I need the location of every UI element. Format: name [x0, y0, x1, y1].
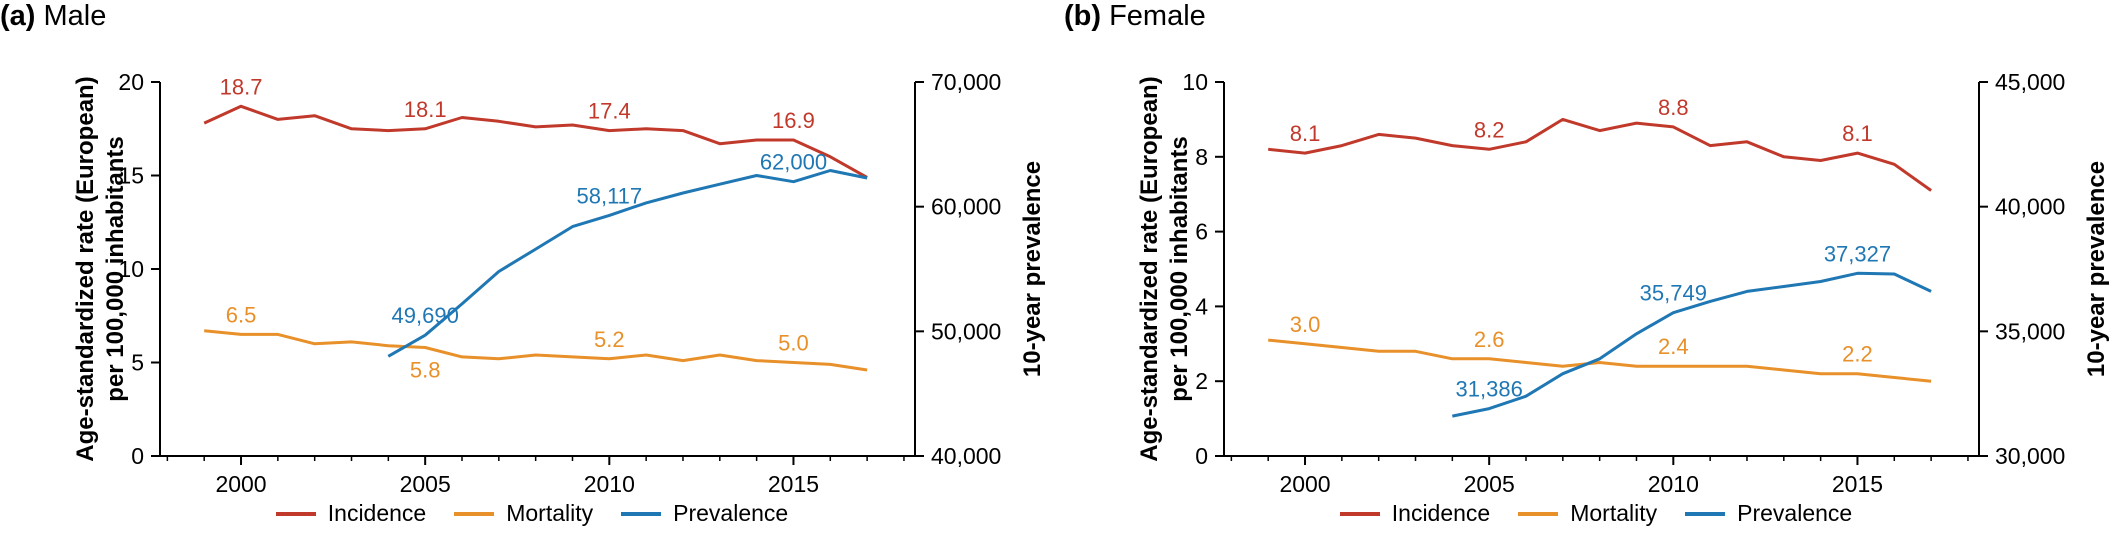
series-line-prevalence [1452, 271, 1932, 418]
legend-label: Mortality [506, 500, 594, 526]
y-axis-label: Age-standardized rate (European) per 100,… [1136, 76, 1193, 461]
y-axis-label-line: per 100,000 inhabitants [102, 136, 129, 401]
y-tick-label: 15 [118, 163, 144, 189]
y-tick-label: 6 [1195, 219, 1208, 245]
chart-male: 0 5 10 15 20 40,000 50,000 60,000 70,000 2000 2005… [72, 69, 1046, 497]
legend: Incidence Mortality Prevalence [0, 500, 1064, 527]
y-axis-label-line: Age-standardized rate (European) [1136, 76, 1163, 461]
legend-item-prevalence: Prevalence [1685, 500, 1852, 527]
y2-axis-label: 10-year prevalence [1019, 161, 1046, 377]
data-label: 8.1 [1842, 121, 1873, 146]
panel-tag: (b) [1064, 0, 1102, 32]
data-label: 2.6 [1474, 327, 1505, 352]
legend-label: Mortality [1570, 500, 1658, 526]
x-tick-label: 2005 [400, 471, 451, 497]
legend-label: Prevalence [1737, 500, 1853, 526]
data-label: 8.2 [1474, 117, 1505, 142]
y-axis-label: Age-standardized rate (European) per 100,… [72, 76, 129, 461]
y-tick-label: 10 [118, 256, 144, 282]
y2-tick-label: 60,000 [931, 194, 1001, 220]
data-label: 18.1 [404, 97, 447, 122]
y-axis-label-line: Age-standardized rate (European) [72, 76, 99, 461]
data-label: 2.4 [1658, 334, 1689, 359]
y-tick-label: 8 [1195, 144, 1208, 170]
legend-item-mortality: Mortality [454, 500, 593, 527]
x-tick-label: 2010 [584, 471, 635, 497]
data-label: 8.8 [1658, 95, 1689, 120]
legend-item-prevalence: Prevalence [621, 500, 788, 527]
data-label: 49,690 [392, 303, 459, 328]
y-tick-label: 0 [131, 443, 144, 469]
legend-label: Incidence [327, 500, 427, 526]
x-tick-label: 2000 [215, 471, 266, 497]
data-label: 5.0 [778, 331, 809, 356]
series-line-incidence [203, 104, 868, 179]
chart-female: 0 2 4 6 8 10 30,000 35,000 40,000 45,000 2000 2005 2… [1136, 69, 2110, 497]
panel-male: (a) Male 0 5 10 15 20 40,000 50,000 60,000 70,00… [0, 0, 1064, 527]
legend-label: Prevalence [673, 500, 789, 526]
x-tick-label: 2015 [1832, 471, 1883, 497]
y2-tick-label: 35,000 [1995, 318, 2065, 344]
legend-swatch-mortality [1518, 511, 1559, 516]
y2-tick-label: 40,000 [1995, 194, 2065, 220]
panel-title: (a) Male [0, 0, 106, 33]
data-label: 31,386 [1456, 377, 1523, 402]
y-tick-label: 0 [1195, 443, 1208, 469]
series-line-mortality [1268, 338, 1932, 383]
legend-label: Incidence [1391, 500, 1491, 526]
legend-swatch-prevalence [1685, 511, 1726, 516]
legend-item-incidence: Incidence [1339, 500, 1491, 527]
y2-axis-label: 10-year prevalence [2083, 161, 2110, 377]
data-label: 37,327 [1824, 241, 1891, 266]
data-label: 3.0 [1290, 312, 1321, 337]
panel-female: (b) Female 0 2 4 6 8 10 30,000 35,000 40,000 45,0… [1064, 0, 2128, 536]
legend-item-mortality: Mortality [1518, 500, 1657, 527]
y2-tick-label: 50,000 [931, 318, 1001, 344]
panel-tag: (a) [0, 0, 36, 32]
data-label: 16.9 [772, 108, 815, 133]
x-tick-label: 2010 [1648, 471, 1699, 497]
legend-swatch-mortality [454, 511, 495, 516]
data-label: 5.2 [594, 327, 625, 352]
data-label: 35,749 [1640, 281, 1707, 306]
x-tick-label: 2015 [768, 471, 819, 497]
legend: Incidence Mortality Prevalence [1064, 500, 2128, 527]
data-label: 8.1 [1290, 121, 1321, 146]
y-tick-label: 5 [131, 350, 144, 376]
y2-tick-label: 40,000 [931, 443, 1001, 469]
panel-title-text: Male [43, 0, 107, 32]
y2-tick-label: 45,000 [1995, 69, 2065, 95]
legend-swatch-incidence [1339, 511, 1380, 516]
y2-tick-label: 70,000 [931, 69, 1001, 95]
y-tick-label: 20 [118, 69, 144, 95]
x-tick-label: 2000 [1279, 471, 1330, 497]
legend-item-incidence: Incidence [275, 500, 427, 527]
series-line-mortality [204, 329, 868, 372]
data-label: 6.5 [226, 302, 257, 327]
y-axis-label-line: per 100,000 inhabitants [1166, 136, 1193, 401]
data-label: 5.8 [410, 358, 441, 383]
y-tick-label: 2 [1195, 368, 1208, 394]
data-label: 2.2 [1842, 342, 1873, 367]
data-label: 17.4 [588, 99, 631, 124]
y-tick-label: 10 [1182, 69, 1208, 95]
x-tick-label: 2005 [1464, 471, 1515, 497]
legend-swatch-incidence [275, 511, 316, 516]
series-line-prevalence [387, 169, 868, 358]
legend-swatch-prevalence [621, 511, 662, 516]
series-line-incidence [1268, 117, 1932, 192]
data-label: 58,117 [576, 183, 642, 208]
data-label: 18.7 [220, 74, 263, 99]
data-label: 62,000 [760, 150, 827, 175]
panel-title: (b) Female [1064, 0, 1206, 33]
y-tick-label: 4 [1195, 293, 1208, 319]
y2-tick-label: 30,000 [1995, 443, 2065, 469]
panel-title-text: Female [1109, 0, 1206, 32]
